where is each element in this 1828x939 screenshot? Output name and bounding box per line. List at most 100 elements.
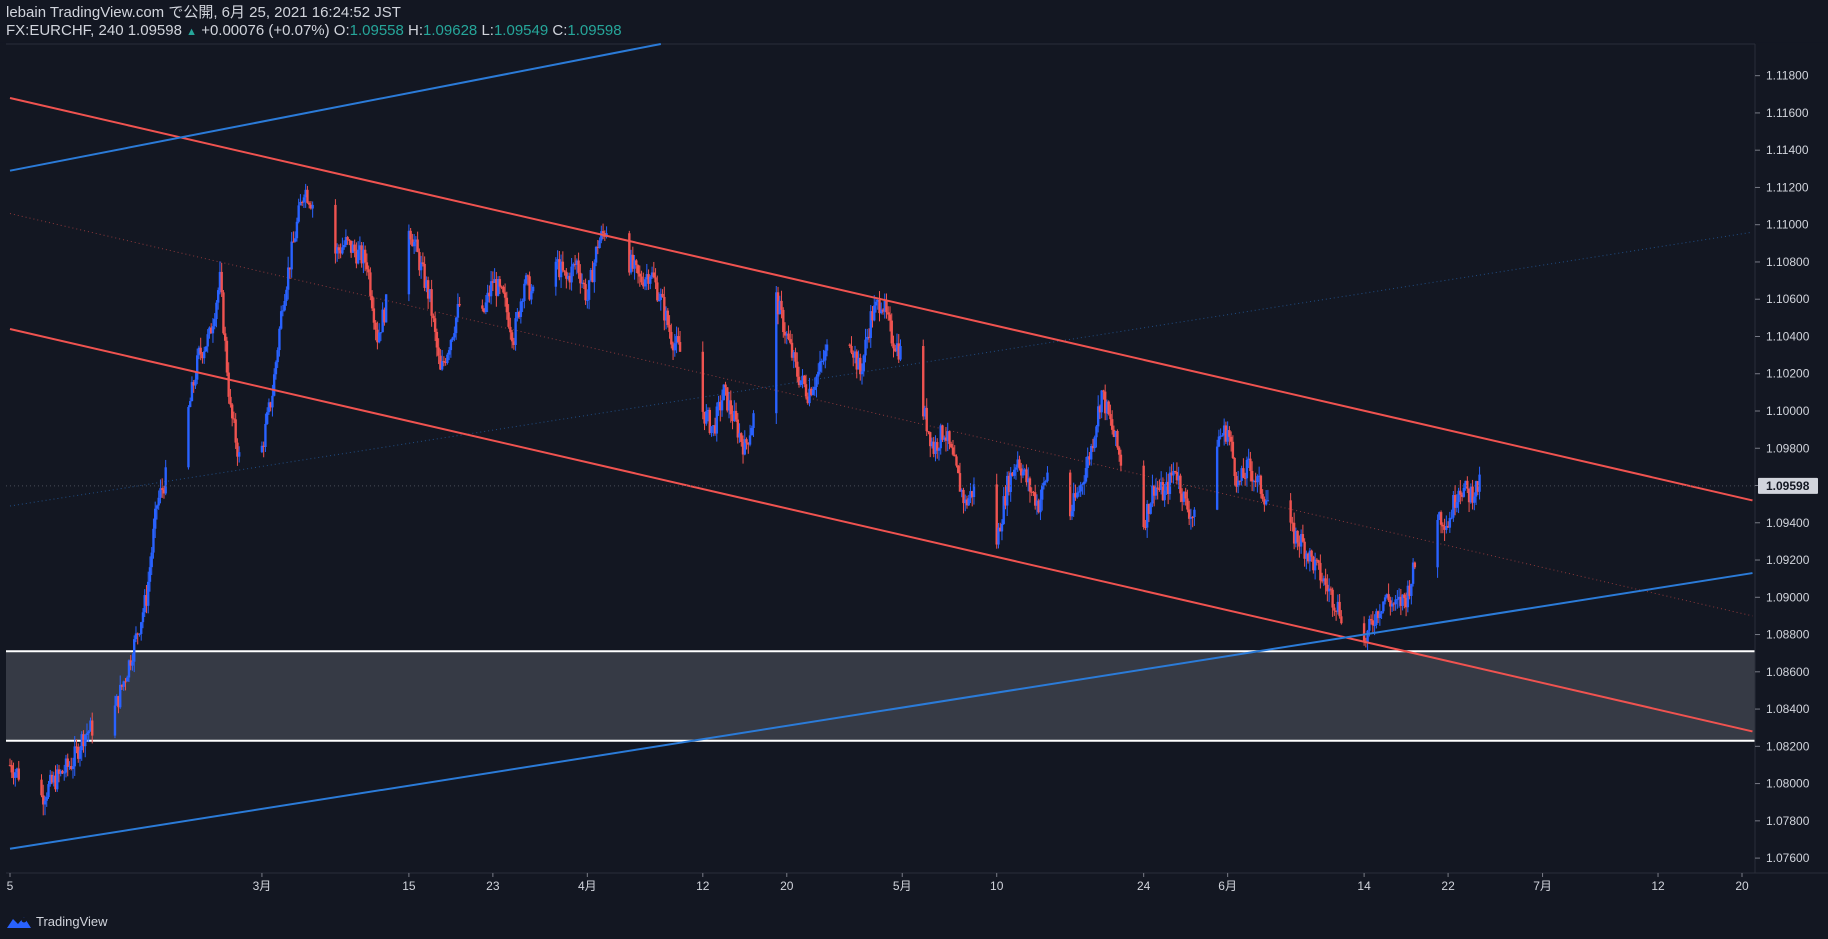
candle-body (517, 311, 521, 317)
candle-body (414, 239, 418, 242)
y-tick-label: 1.09400 (1766, 516, 1810, 530)
candle-body (999, 527, 1002, 532)
candle-body (1376, 611, 1380, 619)
candle-body (344, 237, 348, 245)
candle-body (416, 239, 419, 253)
candle-body (281, 310, 285, 312)
candle-body (1117, 447, 1121, 455)
candle-body (712, 425, 715, 427)
close-value: 1.09598 (567, 22, 622, 39)
candle-body (145, 595, 148, 606)
last-price-label: 1.09598 (1766, 479, 1810, 493)
candle-body (652, 272, 656, 278)
candle-body (1224, 425, 1228, 442)
candle-body (363, 249, 367, 263)
candle-body (1375, 611, 1378, 625)
last-price-label-bg (1758, 477, 1818, 494)
open-label: O: (333, 22, 350, 39)
candle-body (631, 254, 635, 269)
candle-body (509, 326, 512, 333)
candle-body (572, 263, 575, 267)
candle-body (442, 361, 446, 363)
candle-body (1319, 562, 1322, 581)
candle-body (708, 409, 711, 434)
candle-body (426, 280, 430, 299)
candle-body (157, 497, 160, 506)
candle-body (306, 189, 309, 203)
candle-body (1452, 495, 1455, 518)
candle-body (304, 189, 307, 198)
candle-body (1294, 530, 1298, 544)
candle-body (1042, 482, 1046, 486)
candle-body (741, 441, 745, 455)
y-tick-label: 1.08200 (1766, 739, 1810, 753)
candle-body (629, 254, 633, 273)
candle-body (349, 240, 353, 253)
candle-body (657, 299, 661, 301)
y-tick-label: 1.08400 (1766, 702, 1810, 716)
candle-body (825, 344, 829, 351)
candle-body (1119, 454, 1123, 466)
candle-body (559, 261, 563, 278)
candle-body (1310, 550, 1313, 557)
candle-body (64, 758, 68, 773)
y-tick-label: 1.11000 (1766, 218, 1809, 232)
candle-body (722, 384, 725, 401)
candle-body (717, 401, 720, 407)
high-value: 1.09628 (423, 22, 478, 39)
candle-body (1228, 430, 1231, 437)
candle-body (411, 239, 414, 247)
candle-body (484, 302, 488, 313)
candle-body (1303, 541, 1306, 559)
candle-body (300, 202, 304, 204)
candle-body (433, 318, 437, 332)
candle-body (188, 401, 192, 408)
candle-body (1075, 492, 1079, 498)
candle-body (747, 442, 750, 445)
candle-body (1100, 390, 1103, 413)
candle-body (1035, 500, 1039, 506)
candle-body (628, 233, 631, 273)
y-tick-label: 1.09000 (1766, 590, 1810, 604)
candle-body (1222, 425, 1226, 436)
candle-body (1107, 401, 1110, 415)
candle-body (52, 775, 55, 783)
candle-body (1182, 491, 1186, 502)
y-tick-label: 1.08800 (1766, 628, 1810, 642)
candle-body (1397, 596, 1401, 600)
candle-body (502, 286, 505, 293)
candle-body (853, 351, 857, 358)
candle-body (1340, 616, 1343, 624)
candle-body (274, 362, 278, 375)
candle-body (201, 353, 204, 359)
candle-body (1439, 512, 1443, 525)
candle-body (409, 230, 412, 240)
candle-body (1450, 517, 1453, 519)
candle-body (1266, 500, 1270, 502)
y-tick-label: 1.11800 (1766, 69, 1809, 83)
candle-body (944, 437, 948, 441)
candle-body (806, 396, 809, 404)
candle-body (964, 499, 967, 504)
candle-body (573, 263, 577, 265)
y-tick-label: 1.10800 (1766, 255, 1810, 269)
candle-body (516, 311, 519, 319)
candle-body (1443, 526, 1446, 530)
candle-body (290, 241, 293, 270)
y-tick-label: 1.10000 (1766, 404, 1810, 418)
candle-body (47, 784, 50, 798)
candle-body (1317, 560, 1320, 563)
candle-body (299, 202, 302, 206)
candle-body (1256, 476, 1259, 483)
candle-body (864, 339, 867, 356)
candle-body (962, 489, 965, 504)
candle-body (939, 425, 942, 449)
candle-body (1247, 458, 1250, 461)
candle-body (202, 351, 206, 359)
candle-body (941, 425, 944, 440)
candle-body (892, 343, 895, 349)
candle-body (147, 581, 150, 606)
candle-body (162, 489, 166, 494)
candle-body (1249, 458, 1252, 471)
